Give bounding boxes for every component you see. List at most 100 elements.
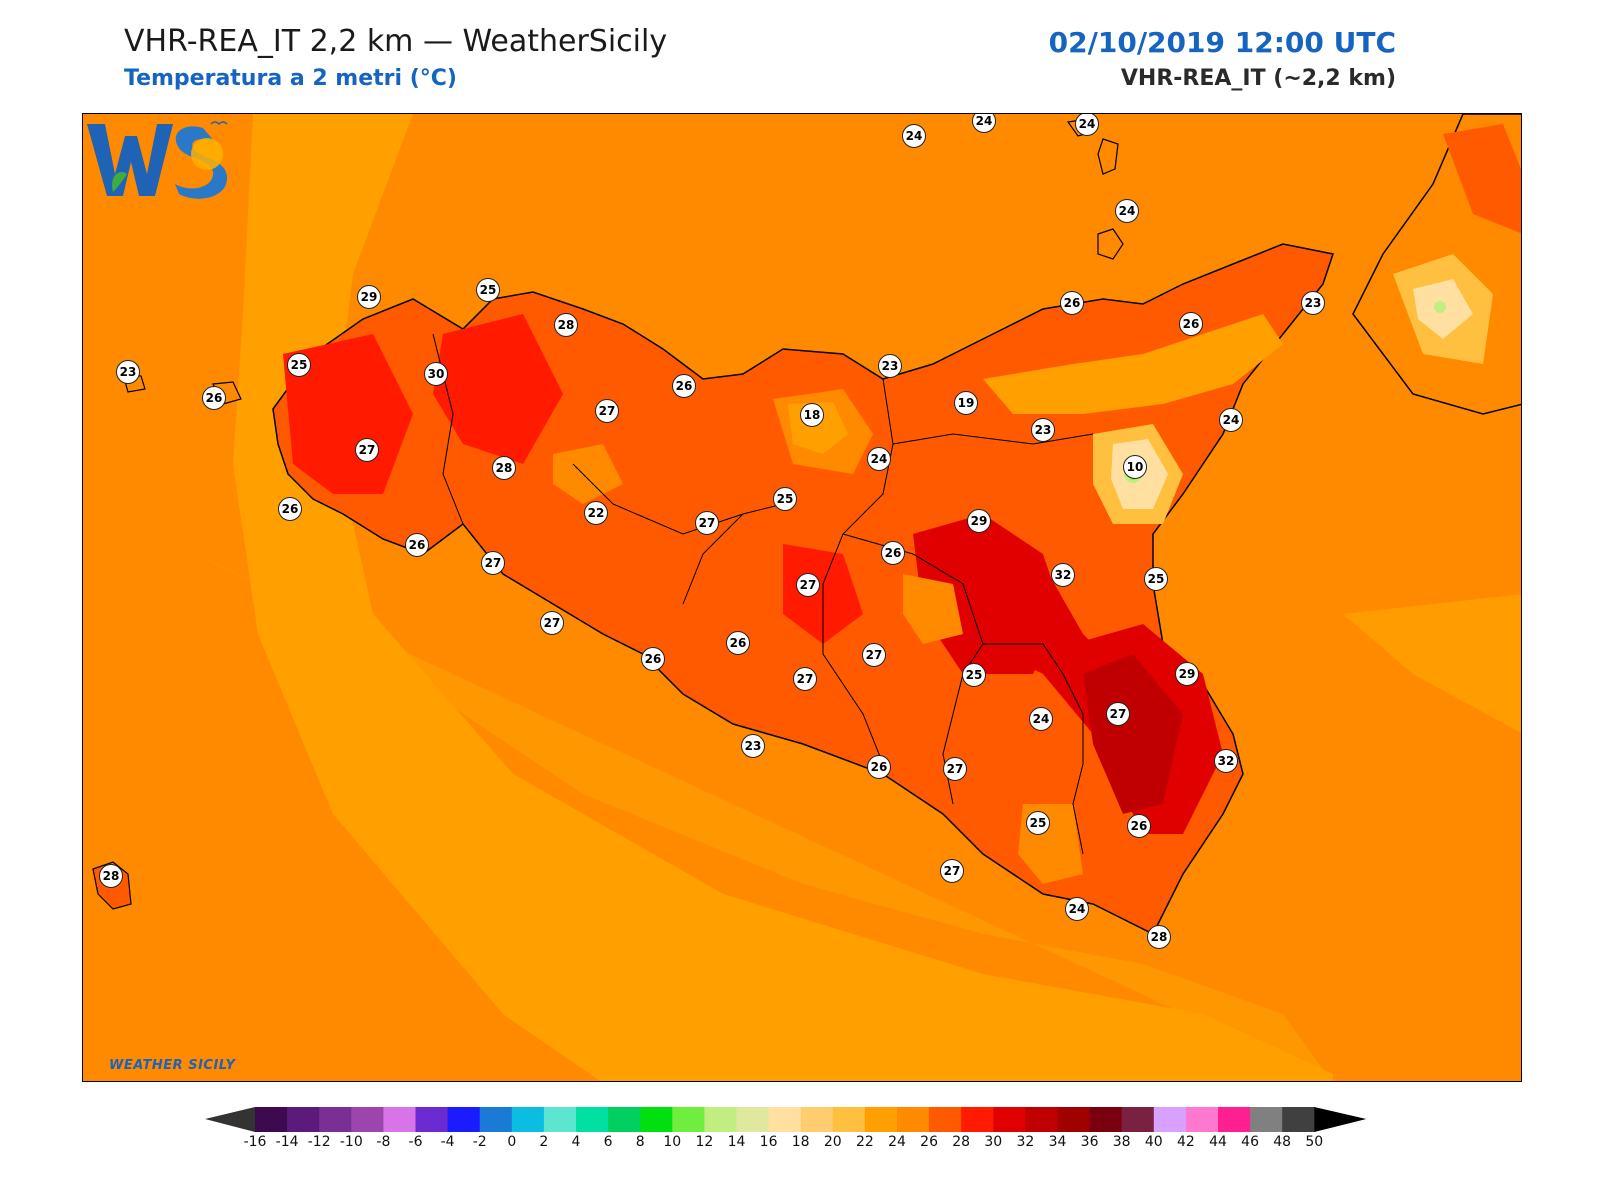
- station-temp-marker: 25: [476, 278, 500, 302]
- station-temp-marker: 26: [672, 374, 696, 398]
- colorbar-swatch: [287, 1107, 320, 1132]
- station-temp-marker: 27: [595, 399, 619, 423]
- station-temp-marker: 26: [867, 755, 891, 779]
- colorbar-tick-label: 12: [695, 1134, 714, 1150]
- station-temp-marker: 27: [1106, 702, 1130, 726]
- colorbar-tick-label: 2: [539, 1134, 549, 1150]
- colorbar-tick-label: -10: [339, 1134, 363, 1150]
- station-temp-marker: 29: [967, 509, 991, 533]
- colorbar-tick-label: 16: [759, 1134, 778, 1150]
- station-temp-marker: 27: [481, 551, 505, 575]
- model-label: VHR-REA_IT (~2,2 km): [1120, 66, 1396, 91]
- station-temp-marker: 24: [1219, 408, 1243, 432]
- colorbar-swatch: [1057, 1107, 1091, 1132]
- station-temp-marker: 28: [99, 864, 123, 888]
- colorbar-swatch: [736, 1107, 770, 1132]
- station-temp-marker: 29: [357, 285, 381, 309]
- colorbar-tick-label: 6: [603, 1134, 613, 1150]
- colorbar-swatch: [800, 1107, 834, 1132]
- colorbar-swatch: [1250, 1107, 1283, 1132]
- colorbar-tick-label: 40: [1144, 1134, 1163, 1150]
- colorbar-tick-label: 14: [727, 1134, 746, 1150]
- station-temp-marker: 29: [1175, 662, 1199, 686]
- colorbar-swatch: [1185, 1107, 1219, 1132]
- colorbar-swatch: [704, 1107, 737, 1132]
- colorbar-swatch: [255, 1107, 288, 1132]
- colorbar-swatch: [672, 1107, 705, 1132]
- colorbar-swatch: [447, 1107, 481, 1132]
- colorbar-swatch: [608, 1107, 641, 1132]
- colorbar-swatch: [1153, 1107, 1187, 1132]
- colorbar-tick-label: 34: [1048, 1134, 1067, 1150]
- station-temp-marker: 28: [1147, 925, 1171, 949]
- station-temp-marker: 26: [1127, 814, 1151, 838]
- station-temp-marker: 22: [584, 501, 608, 525]
- colorbar-swatch: [576, 1107, 609, 1132]
- colorbar-tick-label: 10: [663, 1134, 682, 1150]
- station-temp-marker: 32: [1214, 749, 1238, 773]
- station-temp-marker: 23: [741, 734, 765, 758]
- station-temp-marker: 27: [796, 573, 820, 597]
- colorbar-ticks: -16 -14 -12 -10 -8 -6 -4 -2 0 2 4 6 8 10 12 14 16 18 20 22 2…: [0, 1134, 1600, 1154]
- station-temp-marker: 27: [793, 667, 817, 691]
- colorbar-tick-label: 18: [791, 1134, 810, 1150]
- colorbar-tick-label: -2: [472, 1134, 487, 1150]
- station-temp-marker: 27: [862, 643, 886, 667]
- station-temp-marker: 24: [1029, 707, 1053, 731]
- station-temp-marker: 25: [287, 353, 311, 377]
- station-temp-marker: 26: [278, 497, 302, 521]
- colorbar-swatch: [768, 1107, 802, 1132]
- colorbar-tick-label: 20: [823, 1134, 842, 1150]
- colorbar-swatch: [543, 1107, 577, 1132]
- station-temp-marker: 25: [1026, 811, 1050, 835]
- station-temp-marker: 26: [202, 386, 226, 410]
- datetime-label: 02/10/2019 12:00 UTC: [1048, 26, 1396, 59]
- colorbar-tick-label: -16: [243, 1134, 267, 1150]
- colorbar-swatch: [479, 1107, 513, 1132]
- colorbar-tick-label: 4: [571, 1134, 581, 1150]
- colorbar-tick-label: -8: [376, 1134, 391, 1150]
- station-temp-marker: 19: [954, 391, 978, 415]
- colorbar-tick-label: -12: [307, 1134, 331, 1150]
- colorbar-swatch: [351, 1107, 384, 1132]
- station-temp-marker: 18: [800, 403, 824, 427]
- station-temp-marker: 26: [641, 647, 665, 671]
- station-temp-marker: 27: [943, 757, 967, 781]
- colorbar-swatch: [511, 1107, 545, 1132]
- colorbar-swatch: [929, 1107, 962, 1132]
- station-temp-marker: 27: [355, 438, 379, 462]
- station-temp-marker: 23: [878, 354, 902, 378]
- colorbar-tick-label: -14: [275, 1134, 299, 1150]
- colorbar-swatch: [1025, 1107, 1058, 1132]
- station-temp-marker: 30: [424, 362, 448, 386]
- colorbar-tick-label: 42: [1176, 1134, 1195, 1150]
- colorbar-swatch: [1089, 1107, 1123, 1132]
- map-title: VHR-REA_IT 2,2 km — WeatherSicily: [124, 24, 668, 59]
- map-subtitle: Temperatura a 2 metri (°C): [124, 66, 457, 91]
- colorbar-swatch: [864, 1107, 898, 1132]
- map-canvas: [83, 114, 1521, 1081]
- station-temp-marker: 27: [940, 859, 964, 883]
- colorbar-tick-label: 28: [952, 1134, 971, 1150]
- station-temp-marker: 26: [405, 533, 429, 557]
- colorbar-tick-label: 38: [1112, 1134, 1131, 1150]
- colorbar-tick-label: -4: [440, 1134, 455, 1150]
- colorbar-over-arrow: [1314, 1107, 1367, 1132]
- station-temp-marker: 26: [1179, 312, 1203, 336]
- colorbar-tick-label: 44: [1209, 1134, 1227, 1150]
- station-temp-marker: 10: [1123, 455, 1147, 479]
- station-temp-marker: 23: [1301, 291, 1325, 315]
- colorbar-swatch: [897, 1107, 930, 1132]
- station-temp-marker: 24: [1065, 897, 1089, 921]
- colorbar-tick-label: 46: [1241, 1134, 1260, 1150]
- station-temp-marker: 25: [1144, 567, 1168, 591]
- colorbar-swatch: [1121, 1107, 1155, 1132]
- colorbar-swatch: [383, 1107, 416, 1132]
- colorbar-tick-label: 22: [855, 1134, 874, 1150]
- temperature-map[interactable]: 24 24 24 24 29 25 28 26 23 26 23 25 30 23 26 26 19 27 18 24…: [82, 113, 1522, 1082]
- station-temp-marker: 26: [881, 541, 905, 565]
- station-temp-marker: 25: [773, 487, 797, 511]
- colorbar-tick-label: 0: [507, 1134, 517, 1150]
- colorbar-swatch: [1282, 1107, 1315, 1132]
- station-temp-marker: 25: [962, 663, 986, 687]
